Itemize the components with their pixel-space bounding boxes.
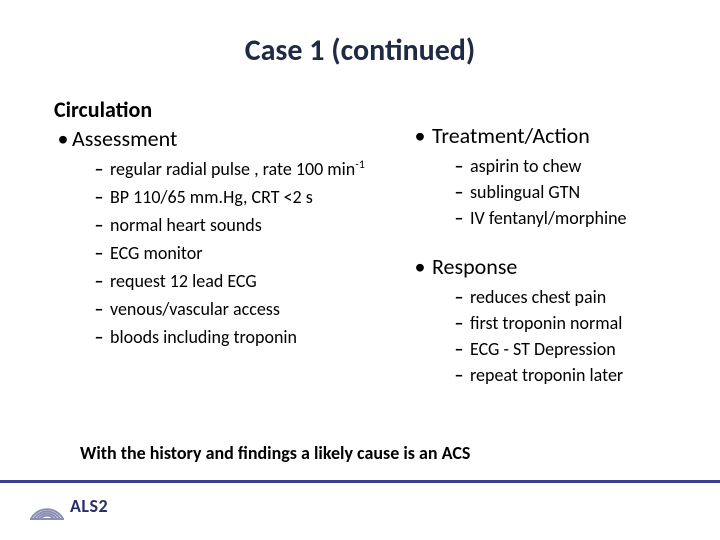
list-item-text: aspirin to chew — [470, 155, 581, 177]
dash-icon: – — [88, 298, 110, 320]
list-item: –first troponin normal — [448, 312, 708, 334]
dash-icon: – — [448, 207, 470, 229]
list-item: –sublingual GTN — [448, 181, 708, 203]
conclusion-text: With the history and findings a likely c… — [80, 442, 470, 464]
left-column: Circulation • Assessment –regular radial… — [54, 96, 404, 348]
dash-icon: – — [448, 155, 470, 177]
logo-arc-icon — [30, 492, 64, 520]
list-item: –repeat troponin later — [448, 364, 708, 386]
list-item: –BP 110/65 mm.Hg, CRT <2 s — [88, 186, 404, 208]
assessment-label: Assessment — [72, 125, 177, 152]
list-item: –ECG - ST Depression — [448, 338, 708, 360]
treatment-list: –aspirin to chew–sublingual GTN–IV fenta… — [408, 155, 708, 229]
treatment-label: Treatment/Action — [432, 122, 590, 149]
dash-icon: – — [88, 214, 110, 236]
list-item-text: sublingual GTN — [470, 181, 580, 203]
dash-icon: – — [448, 312, 470, 334]
dash-icon: – — [88, 186, 110, 208]
list-item: –IV fentanyl/morphine — [448, 207, 708, 229]
list-item-text: IV fentanyl/morphine — [470, 207, 627, 229]
footer-divider — [0, 480, 720, 483]
dash-icon: – — [88, 242, 110, 264]
list-item-text: venous/vascular access — [110, 298, 280, 320]
response-heading: • Response — [408, 253, 708, 280]
dash-icon: – — [448, 338, 470, 360]
list-item: –regular radial pulse , rate 100 min-1 — [88, 158, 404, 180]
list-item-text: BP 110/65 mm.Hg, CRT <2 s — [110, 186, 313, 208]
list-item-text: bloods including troponin — [110, 326, 297, 348]
response-label: Response — [432, 253, 517, 280]
dash-icon: – — [448, 181, 470, 203]
list-item: –reduces chest pain — [448, 286, 708, 308]
list-item-text: reduces chest pain — [470, 286, 606, 308]
circulation-heading: Circulation — [54, 96, 404, 123]
dash-icon: – — [448, 286, 470, 308]
bullet-dot: • — [54, 125, 72, 152]
response-list: –reduces chest pain–first troponin norma… — [408, 286, 708, 386]
bullet-dot: • — [408, 253, 432, 280]
list-item: –request 12 lead ECG — [88, 270, 404, 292]
right-column: • Treatment/Action –aspirin to chew–subl… — [408, 122, 708, 386]
list-item-text: request 12 lead ECG — [110, 270, 257, 292]
slide: Case 1 (continued) Circulation • Assessm… — [0, 0, 720, 540]
treatment-heading: • Treatment/Action — [408, 122, 708, 149]
list-item-text: ECG monitor — [110, 242, 203, 264]
logo-text: ALS2 — [70, 495, 108, 517]
list-item-text: normal heart sounds — [110, 214, 262, 236]
list-item-text: first troponin normal — [470, 312, 622, 334]
dash-icon: – — [88, 326, 110, 348]
list-item: –normal heart sounds — [88, 214, 404, 236]
assessment-heading: • Assessment — [54, 125, 404, 152]
superscript: -1 — [355, 158, 365, 172]
dash-icon: – — [88, 270, 110, 292]
list-item: –bloods including troponin — [88, 326, 404, 348]
slide-title: Case 1 (continued) — [0, 32, 720, 69]
list-item: –aspirin to chew — [448, 155, 708, 177]
footer-logo: ALS2 — [30, 492, 108, 520]
assessment-list: –regular radial pulse , rate 100 min-1–B… — [54, 158, 404, 348]
list-item-text: repeat troponin later — [470, 364, 623, 386]
dash-icon: – — [448, 364, 470, 386]
dash-icon: – — [88, 158, 110, 180]
list-item: –venous/vascular access — [88, 298, 404, 320]
list-item-text: regular radial pulse , rate 100 min-1 — [110, 158, 365, 180]
bullet-dot: • — [408, 122, 432, 149]
list-item-text: ECG - ST Depression — [470, 338, 616, 360]
list-item: –ECG monitor — [88, 242, 404, 264]
